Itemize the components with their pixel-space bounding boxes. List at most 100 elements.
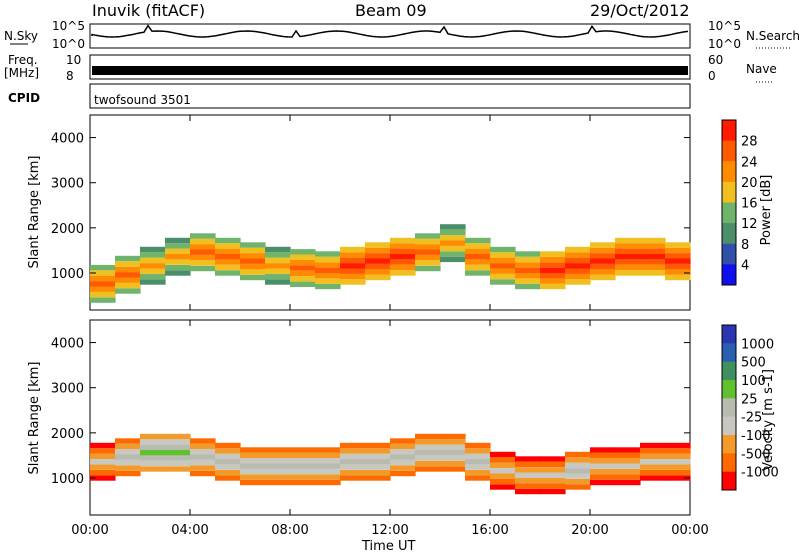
heatmap-cell [640, 270, 666, 276]
heatmap-cell [390, 459, 416, 466]
heatmap-cell [640, 459, 666, 465]
heatmap-cell [590, 253, 616, 259]
heatmap-cell [190, 244, 216, 250]
heatmap-cell [90, 453, 116, 459]
heatmap-cell [440, 450, 466, 456]
heatmap-cell [365, 247, 391, 254]
heatmap-cell [290, 249, 316, 255]
heatmap-cell [590, 269, 616, 275]
heatmap-cell [365, 475, 391, 481]
heatmap-cell [415, 460, 441, 467]
heatmap-cell [640, 464, 666, 470]
heatmap-cell [365, 453, 391, 459]
heatmap-cell [590, 447, 616, 453]
heatmap-cell [240, 479, 266, 486]
heatmap-cell [290, 447, 316, 453]
heatmap-cell [515, 456, 541, 462]
beam-title: Beam 09 [355, 1, 427, 20]
heatmap-cell [590, 463, 616, 469]
heatmap-cell [290, 270, 316, 277]
heatmap-cell [265, 452, 291, 459]
velocity-ylabel: Slant Range [km] [27, 362, 42, 475]
heatmap-cell [390, 237, 416, 244]
heatmap-cell [190, 465, 216, 471]
colorbar-tick-label: 8 [741, 238, 749, 253]
y-tick-label: 1000 [51, 472, 84, 487]
x-tick-label: 20:00 [571, 523, 608, 538]
heatmap-cell [565, 263, 591, 269]
heatmap-cell [465, 248, 491, 254]
heatmap-cell [365, 448, 391, 454]
heatmap-cell [565, 268, 591, 274]
heatmap-cell [465, 475, 491, 481]
heatmap-cell [240, 452, 266, 459]
heatmap-cell [140, 268, 166, 274]
heatmap-cell [640, 448, 666, 454]
heatmap-cell [90, 275, 116, 282]
nsky-panel [89, 23, 691, 49]
heatmap-cell [315, 474, 341, 480]
heatmap-cell [615, 237, 641, 244]
heatmap-cell [440, 439, 466, 445]
heatmap-cell [265, 257, 291, 263]
colorbar-tick-label: 24 [741, 155, 758, 170]
heatmap-cell [265, 279, 291, 285]
heatmap-cell [590, 274, 616, 281]
heatmap-cell [190, 265, 216, 272]
heatmap-cell [190, 470, 216, 477]
heatmap-cell [265, 246, 291, 253]
heatmap-cell [265, 268, 291, 274]
heatmap-cell [340, 453, 366, 459]
colorbar-tick-label: -100 [741, 429, 771, 444]
heatmap-cell [465, 459, 491, 465]
heatmap-cell [665, 247, 691, 254]
heatmap-cell [490, 246, 516, 253]
heatmap-cell [340, 475, 366, 481]
heatmap-cell [465, 442, 491, 449]
heatmap-cell [140, 252, 166, 258]
heatmap-cell [90, 281, 116, 287]
heatmap-cell [340, 263, 366, 269]
heatmap-cell [90, 464, 116, 470]
heatmap-cell [590, 247, 616, 254]
heatmap-cell [390, 454, 416, 460]
heatmap-cell [415, 433, 441, 440]
heatmap-cell [340, 246, 366, 253]
heatmap-cell [440, 224, 466, 230]
heatmap-cell [240, 463, 266, 469]
heatmap-cell [540, 488, 566, 495]
heatmap-cell [465, 243, 491, 249]
heatmap-cell [90, 448, 116, 454]
heatmap-cell [365, 469, 391, 476]
heatmap-cell [390, 438, 416, 444]
heatmap-cell [290, 452, 316, 459]
heatmap-cell [365, 242, 391, 248]
heatmap-cell [415, 233, 441, 239]
heatmap-cell [665, 475, 691, 481]
nave-label: Nave [746, 62, 777, 76]
heatmap-cell [215, 243, 241, 249]
heatmap-cell [390, 465, 416, 471]
heatmap-cell [365, 459, 391, 465]
freq-panel [89, 54, 691, 80]
heatmap-cell [440, 466, 466, 472]
heatmap-cell [465, 237, 491, 244]
nsky-label: N.Sky [4, 29, 38, 43]
heatmap-cell [615, 447, 641, 453]
heatmap-cell [215, 475, 241, 481]
heatmap-cell [115, 255, 141, 262]
heatmap-cell [365, 274, 391, 281]
heatmap-cell [240, 258, 266, 264]
heatmap-cell [240, 447, 266, 453]
colorbar-tick-label: 25 [741, 392, 758, 407]
colorbar-swatch [722, 416, 736, 436]
heatmap-cell [290, 259, 316, 266]
heatmap-cell [590, 458, 616, 464]
heatmap-cell [640, 254, 666, 260]
heatmap-cell [415, 244, 441, 250]
heatmap-cell [240, 274, 266, 281]
heatmap-cell [540, 283, 566, 290]
nsky-tick-top: 10^5 [52, 19, 85, 33]
power-yticks: 1000 2000 3000 4000 [51, 132, 690, 282]
